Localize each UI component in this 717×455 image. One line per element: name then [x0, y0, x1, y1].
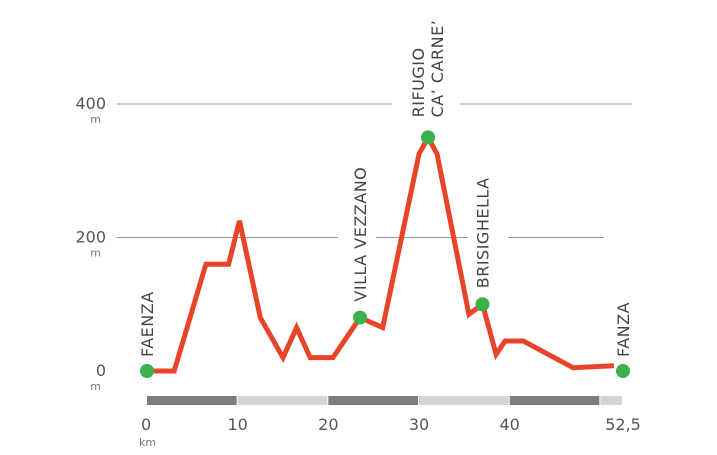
waypoint-label-group: BRISIGHELLA [473, 177, 492, 288]
y-tick-label: 0 [96, 361, 106, 380]
waypoint-label: VILLA VEZZANO [351, 167, 370, 302]
scale-bar-segment [600, 396, 622, 405]
waypoint-label: RIFUGIO [409, 47, 428, 117]
x-tick-label: 0 [141, 415, 151, 434]
x-tick-label: 30 [409, 415, 429, 434]
x-tick-label: 20 [318, 415, 338, 434]
waypoint-marker [421, 130, 436, 145]
scale-bar-segment [419, 396, 509, 405]
y-tick-label: 400 [75, 94, 106, 113]
scale-bar-segment [509, 396, 600, 405]
scale-bar-segment [147, 396, 237, 405]
waypoint-label-group: RIFUGIO CA’ CARNE’ [409, 20, 447, 118]
y-tick-unit: m [90, 247, 101, 260]
y-tick-label: 200 [75, 228, 106, 247]
waypoint-label-group: FAENZA [138, 291, 157, 357]
scale-bar-segment [328, 396, 418, 405]
waypoint-label: CA’ CARNE’ [428, 20, 447, 118]
scale-bar-segment [237, 396, 328, 405]
waypoint-label-group: VILLA VEZZANO [351, 167, 370, 302]
x-tick-label: 10 [227, 415, 247, 434]
waypoint-label: BRISIGHELLA [473, 177, 492, 288]
y-tick-unit: m [90, 380, 101, 393]
distance-scale-bar [147, 396, 622, 405]
waypoint-marker [475, 297, 490, 312]
y-tick-unit: m [90, 113, 101, 126]
grid-lines [117, 103, 632, 238]
x-axis-ticks: 0 km 10 20 30 40 52,5 [139, 415, 641, 449]
waypoint-label: FANZA [614, 302, 633, 357]
waypoint-marker [353, 310, 368, 325]
waypoint-marker [616, 364, 630, 378]
waypoint-marker [140, 364, 154, 378]
waypoint-label-group: FANZA [614, 302, 633, 357]
x-tick-unit: km [139, 436, 156, 449]
waypoints: FAENZA VILLA VEZZANO RIFUGIO CA’ CARNE’ BRIS… [138, 20, 633, 378]
waypoint-label: FAENZA [138, 291, 157, 357]
elevation-line [147, 132, 615, 374]
elevation-series [147, 132, 615, 374]
x-tick-label: 40 [499, 415, 519, 434]
x-tick-label: 52,5 [605, 415, 641, 434]
